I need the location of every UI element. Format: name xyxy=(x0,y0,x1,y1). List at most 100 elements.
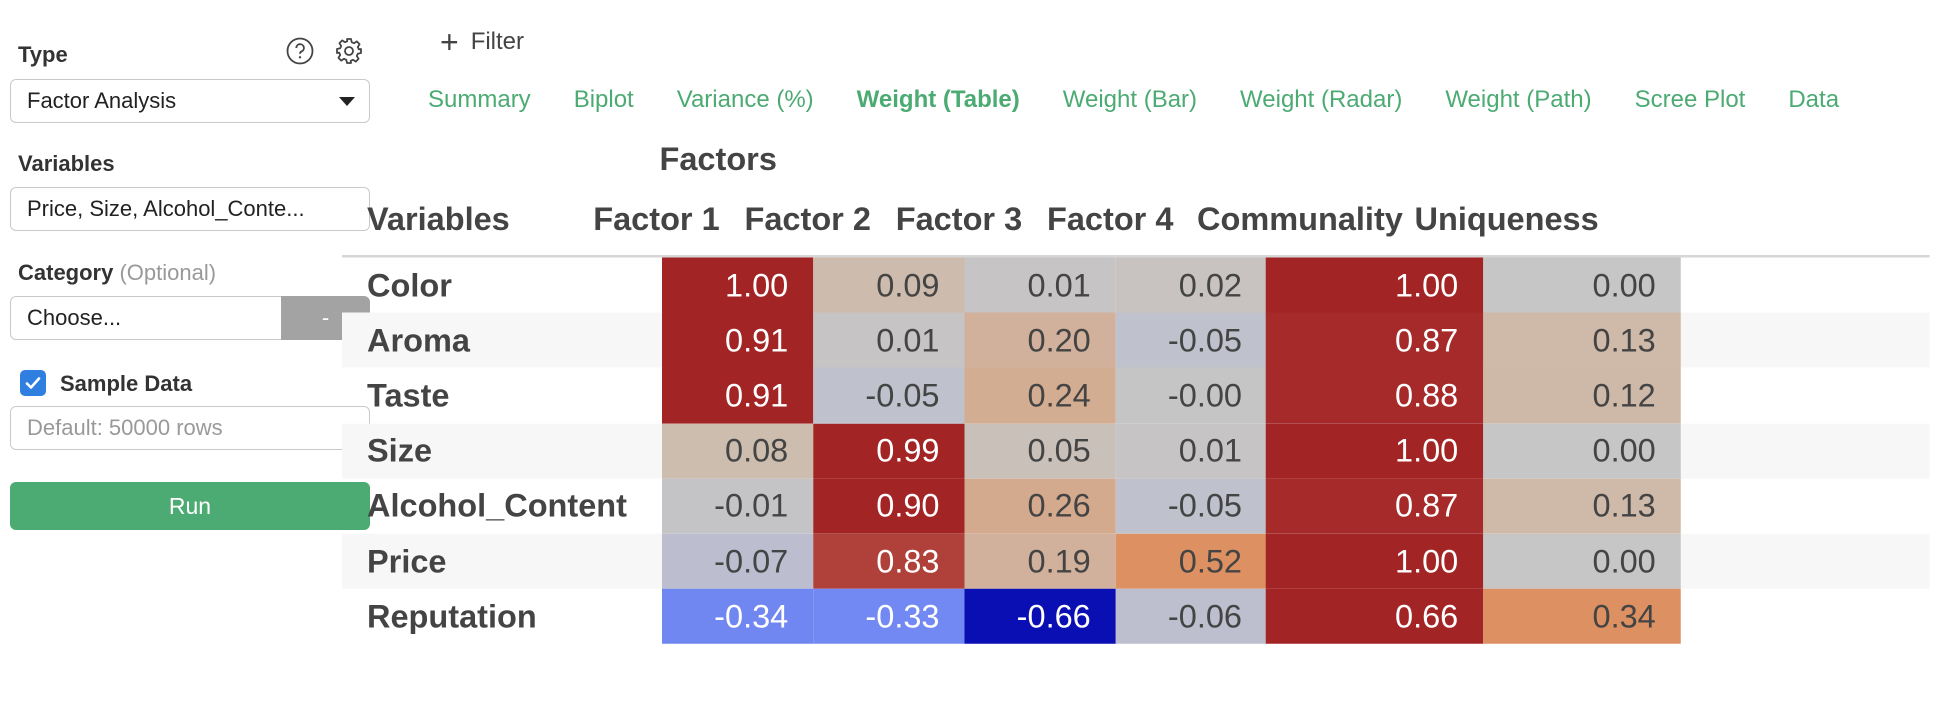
table-cell: 0.08 xyxy=(662,423,814,479)
plus-icon: + xyxy=(440,24,459,60)
table-cell: -0.00 xyxy=(1115,367,1267,424)
table-cell: 0.99 xyxy=(813,423,965,479)
category-control: Choose... - xyxy=(10,296,370,340)
tab-weight-table[interactable]: Weight (Table) xyxy=(856,86,1020,113)
row-variable-name: Price xyxy=(367,541,447,580)
table-row: Size 0.08 0.99 0.05 0.01 1.00 0.00 xyxy=(342,423,1930,479)
table-row: Price -0.07 0.83 0.19 0.52 1.00 0.00 xyxy=(342,533,1930,589)
table-cell: 1.00 xyxy=(1265,423,1484,479)
table-row: Alcohol_Content -0.01 0.90 0.26 -0.05 0.87 0.1… xyxy=(342,478,1930,534)
tab-summary[interactable]: Summary xyxy=(428,86,531,113)
chevron-down-icon xyxy=(339,97,355,106)
table-cell: 0.34 xyxy=(1483,588,1681,645)
sample-rows-placeholder: Default: 50000 rows xyxy=(27,415,223,440)
table-cell: 0.19 xyxy=(964,533,1116,589)
filter-button[interactable]: + Filter xyxy=(440,26,524,58)
category-label: Category (Optional) xyxy=(18,260,216,286)
table-row: Reputation -0.34 -0.33 -0.66 -0.06 0.66 0.34 xyxy=(342,588,1930,645)
row-variable-name: Reputation xyxy=(367,597,537,635)
table-cell: -0.06 xyxy=(1115,588,1267,645)
tab-variance[interactable]: Variance (%) xyxy=(676,86,814,113)
category-select[interactable]: Choose... xyxy=(10,296,282,340)
table-cell: 0.12 xyxy=(1483,367,1681,424)
table-cell: 0.13 xyxy=(1483,312,1681,368)
sample-rows-input[interactable]: Default: 50000 rows xyxy=(10,406,370,450)
table-cell: 1.00 xyxy=(1265,257,1484,313)
help-circle-icon[interactable] xyxy=(284,35,316,67)
row-variable-name: Color xyxy=(367,265,452,304)
gear-icon[interactable] xyxy=(333,35,365,67)
filter-label: Filter xyxy=(470,28,525,55)
table-cell: 0.01 xyxy=(813,312,965,368)
category-select-value: Choose... xyxy=(27,305,122,330)
type-select-value: Factor Analysis xyxy=(27,88,177,113)
table-cell: 0.20 xyxy=(964,312,1116,368)
tab-biplot[interactable]: Biplot xyxy=(573,86,634,113)
row-variable-name: Alcohol_Content xyxy=(367,486,627,525)
table-cell: 1.00 xyxy=(1265,533,1484,589)
tab-weight-path[interactable]: Weight (Path) xyxy=(1445,86,1592,113)
column-header: Factor 4 xyxy=(1047,200,1174,238)
table-cell: 0.01 xyxy=(1115,423,1267,479)
column-header: Communality xyxy=(1197,200,1403,238)
table-cell: 0.01 xyxy=(964,257,1116,313)
table-cell: 0.52 xyxy=(1115,533,1267,589)
factors-group-header: Factors xyxy=(659,140,777,178)
tab-weight-radar[interactable]: Weight (Radar) xyxy=(1240,86,1403,113)
type-select[interactable]: Factor Analysis xyxy=(10,79,370,123)
table-cell: 0.26 xyxy=(964,478,1116,534)
optional-hint: (Optional) xyxy=(119,260,217,285)
table-cell: 0.91 xyxy=(662,367,814,424)
table-cell: 0.91 xyxy=(662,312,814,368)
table-row: Taste 0.91 -0.05 0.24 -0.00 0.88 0.12 xyxy=(342,367,1930,424)
sample-data-label: Sample Data xyxy=(60,371,193,396)
table-cell: 0.00 xyxy=(1483,423,1681,479)
tab-data[interactable]: Data xyxy=(1788,86,1840,113)
tab-scree-plot[interactable]: Scree Plot xyxy=(1634,86,1746,113)
table-cell: 0.24 xyxy=(964,367,1116,424)
run-button[interactable]: Run xyxy=(10,482,370,530)
variables-label: Variables xyxy=(18,151,115,176)
category-label-text: Category xyxy=(18,260,114,285)
table-cell: -0.05 xyxy=(1115,478,1267,534)
table-cell: 0.00 xyxy=(1483,257,1681,313)
tab-weight-bar[interactable]: Weight (Bar) xyxy=(1062,86,1198,113)
row-variable-name: Aroma xyxy=(367,320,470,359)
table-cell: 0.88 xyxy=(1265,367,1484,424)
checkmark-icon xyxy=(25,377,41,389)
sample-data-checkbox[interactable] xyxy=(20,370,46,396)
column-header: Uniqueness xyxy=(1414,200,1599,238)
table-cell: 0.09 xyxy=(813,257,965,313)
column-header: Variables xyxy=(367,200,510,238)
table-cell: 0.66 xyxy=(1265,588,1484,645)
table-cell: -0.05 xyxy=(1115,312,1267,368)
column-header: Factor 1 xyxy=(593,200,720,238)
header-divider xyxy=(342,255,1930,258)
row-variable-name: Size xyxy=(367,431,433,469)
table-cell: -0.66 xyxy=(964,588,1116,645)
table-cell: 0.90 xyxy=(813,478,965,534)
table-cell: 0.00 xyxy=(1483,533,1681,589)
sidebar: Type Factor Analysis Variables Price, Si… xyxy=(10,0,370,726)
table-cell: 0.87 xyxy=(1265,312,1484,368)
table-cell: 0.83 xyxy=(813,533,965,589)
column-header: Factor 3 xyxy=(895,200,1023,238)
variables-field-value: Price, Size, Alcohol_Conte... xyxy=(27,196,305,221)
table-row: Color 1.00 0.09 0.01 0.02 1.00 0.00 xyxy=(342,257,1930,313)
table-cell: 0.05 xyxy=(964,423,1116,479)
variables-field[interactable]: Price, Size, Alcohol_Conte... xyxy=(10,187,370,231)
table-cell: 0.02 xyxy=(1115,257,1267,313)
row-variable-name: Taste xyxy=(367,376,450,414)
table-row: Aroma 0.91 0.01 0.20 -0.05 0.87 0.13 xyxy=(342,312,1930,368)
column-header: Factor 2 xyxy=(744,200,871,238)
table-cell: 0.13 xyxy=(1483,478,1681,534)
type-label: Type xyxy=(18,42,68,67)
table-cell: -0.33 xyxy=(813,588,965,645)
table-cell: 1.00 xyxy=(662,257,814,313)
table-cell: -0.34 xyxy=(662,588,814,645)
table-cell: -0.01 xyxy=(662,478,814,534)
table-cell: 0.87 xyxy=(1265,478,1484,534)
table-cell: -0.05 xyxy=(813,367,965,424)
tab-bar: Summary Biplot Variance (%) Weight (Table) W… xyxy=(428,86,1882,114)
table-cell: -0.07 xyxy=(662,533,814,589)
